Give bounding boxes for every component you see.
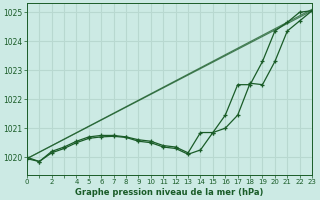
- X-axis label: Graphe pression niveau de la mer (hPa): Graphe pression niveau de la mer (hPa): [75, 188, 264, 197]
